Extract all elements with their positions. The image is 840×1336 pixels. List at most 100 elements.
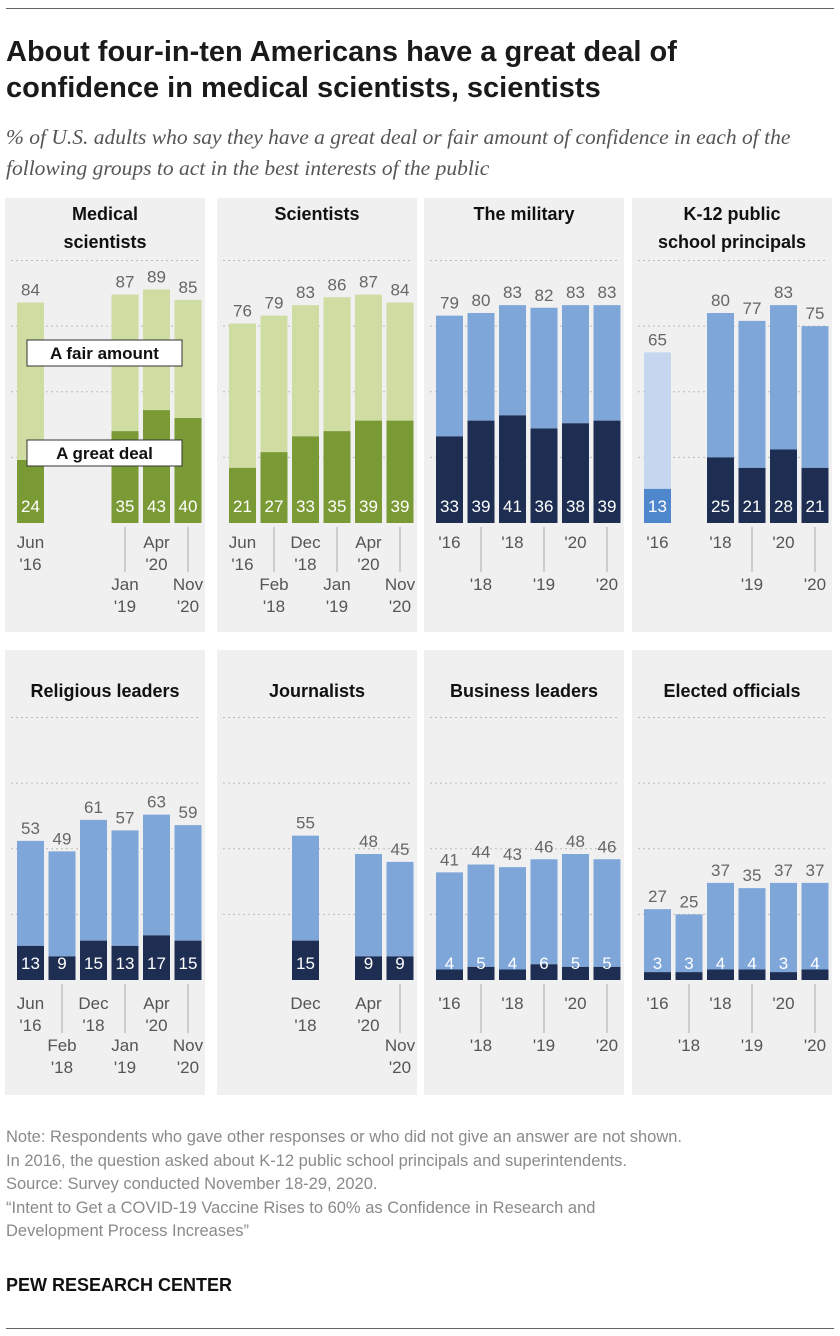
total-value-label: 83 [296,283,315,302]
great-deal-value-label: 25 [711,497,730,516]
bar-fair-amount [770,305,797,450]
x-tick-label: '18 [678,1036,700,1055]
x-tick-label: '19 [741,1036,763,1055]
x-tick-label: '20 [389,597,411,616]
great-deal-value-label: 13 [648,497,667,516]
x-tick-label: Jun [17,533,44,552]
total-value-label: 82 [535,286,554,305]
bar-fair-amount [499,305,526,416]
panel-title: Religious leaders [30,681,179,701]
bar-great-deal [593,420,621,523]
total-value-label: 37 [711,861,730,880]
great-deal-value-label: 5 [571,954,580,973]
great-deal-value-label: 39 [359,497,378,516]
x-tick-label: '20 [596,575,618,594]
panel-title: scientists [63,232,146,252]
x-tick-label: Nov [385,575,416,594]
chart-subtitle: % of U.S. adults who say they have a gre… [6,125,791,180]
great-deal-value-label: 40 [179,497,198,516]
great-deal-value-label: 28 [774,497,793,516]
legend-fair-amount-label: A fair amount [50,344,159,363]
total-value-label: 80 [711,291,730,310]
total-value-label: 46 [598,837,617,856]
bar-fair-amount [530,307,558,429]
bar-fair-amount [770,882,797,973]
bar-great-deal [17,460,44,523]
great-deal-value-label: 21 [806,497,825,516]
bar-great-deal [707,969,734,980]
panel-title: Business leaders [450,681,598,701]
x-tick-label: '16 [19,1016,41,1035]
bar-fair-amount [644,352,671,489]
x-tick-label: Jan [111,1036,138,1055]
x-tick-label: Apr [355,994,382,1013]
bar-great-deal [143,935,170,980]
total-value-label: 53 [21,819,40,838]
bar-great-deal [770,972,797,980]
legend-great-deal-box [26,439,183,467]
x-tick-label: '16 [646,533,668,552]
x-tick-label: '20 [804,1036,826,1055]
bar-fair-amount [17,840,44,946]
x-tick-label: '20 [357,1016,379,1035]
x-tick-label: Jan [111,575,138,594]
great-deal-value-label: 38 [566,497,585,516]
great-deal-value-label: 4 [810,954,819,973]
bar-great-deal [562,423,589,523]
x-tick-label: '18 [263,597,285,616]
bar-fair-amount [644,909,671,973]
great-deal-value-label: 9 [395,954,404,973]
x-tick-label: Jan [323,575,350,594]
bar-great-deal [386,420,414,523]
bar-great-deal [801,467,829,523]
great-deal-value-label: 5 [602,954,611,973]
bar-fair-amount [143,814,170,936]
x-tick-label: '20 [389,1058,411,1077]
x-tick-label: '18 [82,1016,104,1035]
x-tick-label: Apr [143,994,170,1013]
x-tick-label: '16 [19,555,41,574]
bar-great-deal [499,969,526,980]
panel-title: Journalists [269,681,365,701]
top-rule [6,8,834,9]
panel-title: school principals [658,232,806,252]
total-value-label: 37 [806,861,825,880]
bar-great-deal [111,945,139,980]
total-value-label: 87 [116,273,135,292]
great-deal-value-label: 13 [21,954,40,973]
total-value-label: 44 [472,843,491,862]
bar-great-deal [530,964,558,980]
total-value-label: 87 [359,273,378,292]
total-value-label: 63 [147,793,166,812]
x-tick-label: '18 [501,994,523,1013]
total-value-label: 76 [233,302,252,321]
total-value-label: 43 [503,845,522,864]
great-deal-value-label: 21 [743,497,762,516]
bar-great-deal [174,418,202,523]
x-tick-label: '18 [709,533,731,552]
total-value-label: 83 [774,283,793,302]
bar-fair-amount [80,819,107,941]
bar-great-deal [260,452,288,523]
report-title-line: “Intent to Get a COVID-19 Vaccine Rises … [6,1198,596,1217]
bar-great-deal [738,969,766,980]
bar-fair-amount [260,315,288,453]
bar-great-deal [738,467,766,523]
bar-fair-amount [229,323,256,468]
total-value-label: 84 [21,281,40,300]
bar-great-deal [355,420,382,523]
bar-fair-amount [467,313,495,421]
total-value-label: 41 [440,850,459,869]
bar-great-deal [386,956,414,980]
x-tick-label: '20 [564,994,586,1013]
total-value-label: 80 [472,291,491,310]
total-value-label: 49 [53,829,72,848]
bar-great-deal [467,420,495,523]
bar-fair-amount [48,851,76,957]
bar-fair-amount [174,825,202,941]
bar-fair-amount [562,305,589,424]
bar-great-deal [292,436,319,523]
total-value-label: 55 [296,814,315,833]
bar-great-deal [229,467,256,523]
